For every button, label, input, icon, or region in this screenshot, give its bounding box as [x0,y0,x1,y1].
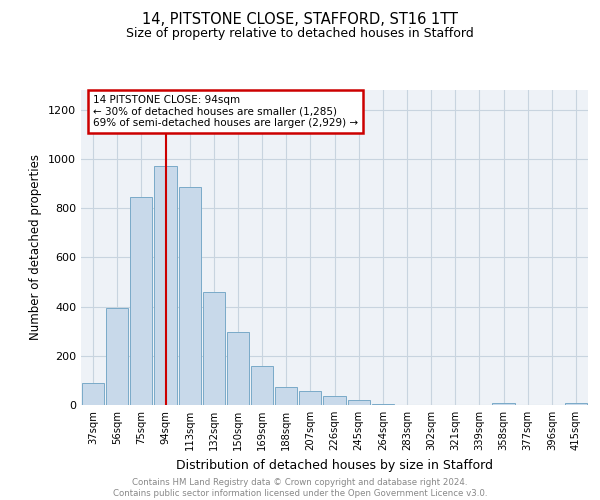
Bar [493,402,515,405]
Y-axis label: Number of detached properties: Number of detached properties [29,154,43,340]
Bar [323,396,346,405]
Bar [106,308,128,405]
Bar [82,383,104,405]
Bar [130,197,152,405]
Bar [275,386,298,405]
Bar [154,166,176,405]
Bar [347,400,370,405]
Text: 14, PITSTONE CLOSE, STAFFORD, ST16 1TT: 14, PITSTONE CLOSE, STAFFORD, ST16 1TT [142,12,458,28]
Bar [565,402,587,405]
Bar [371,404,394,405]
Bar [227,332,249,405]
Text: Size of property relative to detached houses in Stafford: Size of property relative to detached ho… [126,28,474,40]
Text: 14 PITSTONE CLOSE: 94sqm
← 30% of detached houses are smaller (1,285)
69% of sem: 14 PITSTONE CLOSE: 94sqm ← 30% of detach… [93,95,358,128]
Bar [299,392,322,405]
Text: Contains HM Land Registry data © Crown copyright and database right 2024.
Contai: Contains HM Land Registry data © Crown c… [113,478,487,498]
Bar [179,187,201,405]
Bar [251,366,273,405]
X-axis label: Distribution of detached houses by size in Stafford: Distribution of detached houses by size … [176,458,493,471]
Bar [203,292,225,405]
